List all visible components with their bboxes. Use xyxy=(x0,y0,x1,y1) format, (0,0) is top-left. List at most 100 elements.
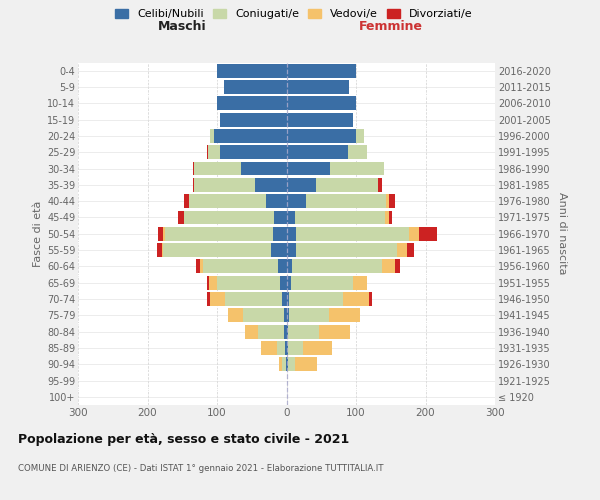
Bar xyxy=(262,341,277,355)
Bar xyxy=(274,210,287,224)
Bar xyxy=(228,308,244,322)
Bar xyxy=(163,243,271,257)
Bar xyxy=(217,276,280,289)
Bar xyxy=(389,210,392,224)
Bar xyxy=(244,308,284,322)
Bar xyxy=(296,227,409,240)
Bar xyxy=(209,276,217,289)
Bar xyxy=(287,178,316,192)
Bar xyxy=(271,243,287,257)
Bar xyxy=(319,324,350,338)
Bar xyxy=(296,243,397,257)
Bar xyxy=(287,260,292,274)
Bar xyxy=(343,292,368,306)
Bar xyxy=(165,227,272,240)
Bar xyxy=(287,80,349,94)
Bar xyxy=(210,292,226,306)
Bar xyxy=(386,194,389,208)
Bar xyxy=(287,162,329,175)
Bar xyxy=(287,308,289,322)
Bar xyxy=(287,324,288,338)
Bar xyxy=(289,292,343,306)
Bar xyxy=(194,178,255,192)
Bar xyxy=(194,162,241,175)
Bar xyxy=(224,80,287,94)
Bar xyxy=(397,243,407,257)
Bar xyxy=(203,260,278,274)
Bar xyxy=(272,227,287,240)
Bar xyxy=(316,178,378,192)
Bar xyxy=(295,358,317,371)
Bar xyxy=(287,227,296,240)
Bar xyxy=(368,292,372,306)
Bar xyxy=(287,358,288,371)
Y-axis label: Fasce di età: Fasce di età xyxy=(32,200,43,267)
Bar xyxy=(208,146,220,159)
Bar xyxy=(329,162,384,175)
Bar xyxy=(196,260,200,274)
Bar xyxy=(385,210,389,224)
Bar xyxy=(347,146,367,159)
Bar xyxy=(286,358,287,371)
Bar xyxy=(279,358,283,371)
Bar xyxy=(295,210,385,224)
Text: Femmine: Femmine xyxy=(359,20,423,32)
Bar xyxy=(189,194,266,208)
Bar xyxy=(207,276,209,289)
Bar xyxy=(290,276,353,289)
Bar xyxy=(245,324,258,338)
Bar xyxy=(292,260,382,274)
Bar xyxy=(287,194,306,208)
Bar xyxy=(162,243,163,257)
Bar xyxy=(287,64,356,78)
Bar xyxy=(409,227,419,240)
Bar xyxy=(280,276,287,289)
Bar xyxy=(353,276,367,289)
Bar xyxy=(277,341,285,355)
Bar xyxy=(214,129,287,143)
Bar xyxy=(217,64,287,78)
Bar xyxy=(193,162,194,175)
Bar xyxy=(266,194,287,208)
Bar xyxy=(283,358,286,371)
Bar xyxy=(288,324,319,338)
Bar xyxy=(193,178,194,192)
Bar xyxy=(226,292,283,306)
Bar xyxy=(184,210,274,224)
Text: Maschi: Maschi xyxy=(158,20,206,32)
Text: Popolazione per età, sesso e stato civile - 2021: Popolazione per età, sesso e stato civil… xyxy=(18,432,349,446)
Bar xyxy=(303,341,332,355)
Bar xyxy=(287,112,353,126)
Legend: Celibi/Nubili, Coniugati/e, Vedovi/e, Divorziati/e: Celibi/Nubili, Coniugati/e, Vedovi/e, Di… xyxy=(112,6,476,22)
Bar xyxy=(278,260,287,274)
Bar xyxy=(288,358,295,371)
Bar xyxy=(407,243,415,257)
Bar xyxy=(163,227,165,240)
Bar xyxy=(288,341,303,355)
Bar xyxy=(287,276,290,289)
Bar xyxy=(220,146,287,159)
Bar xyxy=(206,292,210,306)
Bar xyxy=(158,227,163,240)
Bar xyxy=(178,210,184,224)
Bar xyxy=(287,243,296,257)
Bar xyxy=(217,96,287,110)
Bar xyxy=(287,96,356,110)
Bar xyxy=(200,260,203,274)
Bar xyxy=(289,308,329,322)
Bar xyxy=(157,243,162,257)
Bar xyxy=(329,308,360,322)
Y-axis label: Anni di nascita: Anni di nascita xyxy=(557,192,568,275)
Bar xyxy=(210,129,214,143)
Bar xyxy=(378,178,382,192)
Bar xyxy=(389,194,395,208)
Bar xyxy=(287,129,356,143)
Bar xyxy=(356,129,364,143)
Bar xyxy=(285,341,287,355)
Bar xyxy=(184,194,189,208)
Bar xyxy=(284,308,287,322)
Bar xyxy=(287,292,289,306)
Bar xyxy=(419,227,437,240)
Bar xyxy=(283,292,287,306)
Bar xyxy=(287,210,295,224)
